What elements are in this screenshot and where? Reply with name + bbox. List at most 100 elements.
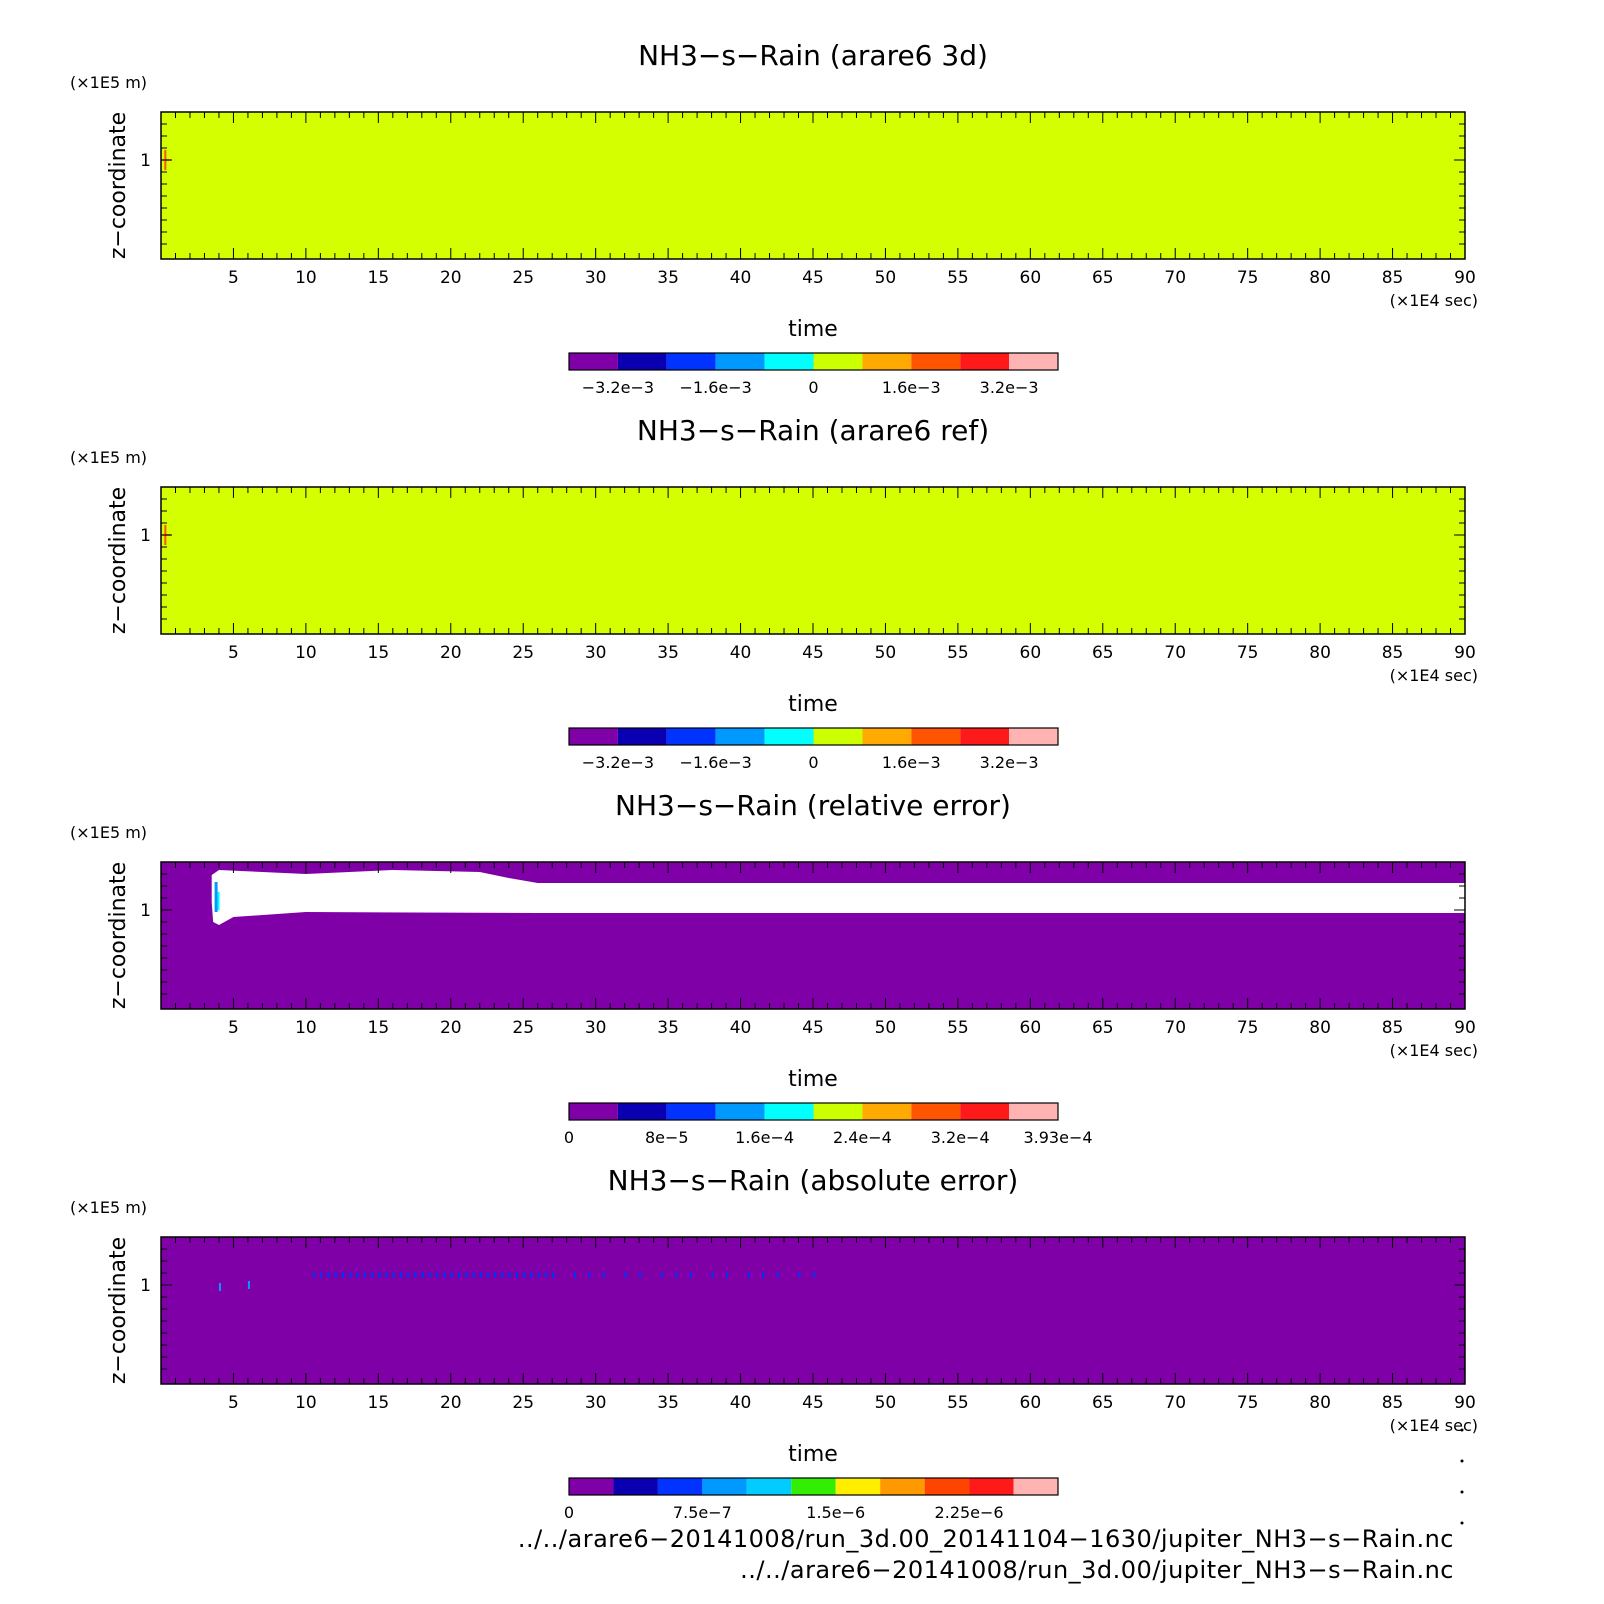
colorbar-swatch [791, 1478, 836, 1495]
colorbar-swatch [813, 1103, 863, 1120]
y-axis-label: z−coordinate [106, 487, 131, 634]
data-cell [776, 1272, 779, 1278]
data-cell [450, 1272, 453, 1278]
y-tick-label: 1 [140, 901, 151, 921]
x-tick-label: 5 [228, 643, 239, 663]
x-tick-label: 80 [1309, 1018, 1331, 1038]
colorbar-swatch [960, 728, 1010, 745]
data-cell [218, 1283, 221, 1291]
x-axis-label: time [788, 317, 838, 342]
colorbar-swatch [715, 1103, 765, 1120]
data-cell [494, 1272, 497, 1278]
x-tick-label: 40 [730, 1393, 752, 1413]
y-axis-label: z−coordinate [106, 112, 131, 259]
colorbar-swatch [715, 353, 765, 370]
marker-dot [1460, 1521, 1464, 1525]
colorbar-swatch [666, 728, 716, 745]
colorbar-swatch [657, 1478, 703, 1495]
y-tick-label: 1 [140, 526, 151, 546]
x-tick-label: 45 [802, 643, 824, 663]
x-tick-label: 35 [657, 1393, 679, 1413]
x-tick-label: 15 [368, 268, 390, 288]
data-cell [407, 1272, 410, 1278]
colorbar-label: 2.25e−6 [935, 1503, 1004, 1522]
x-tick-label: 50 [875, 643, 897, 663]
data-cell [429, 1272, 432, 1278]
x-tick-label: 35 [657, 1018, 679, 1038]
x-tick-label: 25 [512, 1018, 534, 1038]
x-tick-label: 75 [1237, 643, 1259, 663]
data-cell [465, 1272, 468, 1278]
colorbar-label: 3.2e−4 [931, 1128, 990, 1147]
marker-dot [1460, 1428, 1464, 1432]
colorbar-swatch [911, 353, 961, 370]
colorbar-label: 0 [564, 1128, 574, 1147]
data-cell [349, 1272, 352, 1278]
x-tick-label: 55 [947, 643, 969, 663]
data-cell [421, 1272, 424, 1278]
x-tick-label: 70 [1164, 1393, 1186, 1413]
colorbar-swatch [569, 1103, 618, 1120]
y-tick-label: 1 [140, 1276, 151, 1296]
colorbar-swatch [1009, 728, 1058, 745]
x-tick-label: 40 [730, 643, 752, 663]
x-tick-label: 75 [1237, 1018, 1259, 1038]
colorbar-swatch [960, 1103, 1010, 1120]
colorbar-swatch [617, 728, 667, 745]
panel-4: NH3−s−Rain (absolute error)(×1E5 m)5 10 15… [70, 1164, 1478, 1522]
data-cell [371, 1272, 374, 1278]
x-tick-label: 10 [295, 643, 317, 663]
x-tick-label: 70 [1164, 643, 1186, 663]
data-cell [508, 1272, 511, 1278]
x-tick-label: 5 [228, 1393, 239, 1413]
y-unit-label: (×1E5 m) [70, 1198, 147, 1217]
colorbar-swatch [880, 1478, 925, 1495]
y-axis-label: z−coordinate [106, 1237, 131, 1384]
colorbar-swatch [862, 353, 912, 370]
data-cell [689, 1272, 692, 1278]
data-cell [813, 1272, 815, 1278]
panel-2: NH3−s−Rain (arare6 ref)(×1E5 m)5 10 15 20 25… [70, 414, 1478, 772]
colorbar-swatch [617, 1103, 667, 1120]
x-tick-label: 85 [1382, 1393, 1404, 1413]
x-tick-label: 65 [1092, 268, 1114, 288]
colorbar-label: 8e−5 [645, 1128, 689, 1147]
colorbar-swatch [613, 1478, 658, 1495]
x-tick-label: 10 [295, 1393, 317, 1413]
x-tick-label: 25 [512, 1393, 534, 1413]
x-tick-label: 90 [1454, 268, 1476, 288]
colorbar-swatch [702, 1478, 747, 1495]
x-tick-label: 80 [1309, 268, 1331, 288]
colorbar-swatch [666, 353, 716, 370]
x-unit-label: (×1E4 sec) [1390, 666, 1478, 685]
data-cell [588, 1272, 591, 1278]
colorbar-label: 7.5e−7 [673, 1503, 732, 1522]
data-cell [217, 892, 220, 910]
colorbar-frame [568, 352, 1059, 371]
colorbar-swatch [969, 1478, 1014, 1495]
x-tick-label: 70 [1164, 268, 1186, 288]
data-cell [392, 1272, 395, 1278]
colorbar-swatch [1009, 353, 1058, 370]
data-cell [711, 1272, 714, 1278]
y-unit-label: (×1E5 m) [70, 823, 147, 842]
colorbar-label: 2.4e−4 [833, 1128, 892, 1147]
x-tick-label: 85 [1382, 268, 1404, 288]
x-tick-label: 90 [1454, 1393, 1476, 1413]
x-tick-label: 80 [1309, 1393, 1331, 1413]
colorbar-frame [568, 727, 1059, 746]
colorbar-label: −1.6e−3 [680, 753, 752, 772]
x-tick-label: 90 [1454, 1018, 1476, 1038]
x-tick-label: 60 [1020, 1393, 1042, 1413]
data-cell [639, 1272, 642, 1278]
colorbar-swatch [813, 728, 863, 745]
x-tick-label: 25 [512, 268, 534, 288]
x-tick-label: 65 [1092, 1018, 1114, 1038]
data-cell [458, 1272, 461, 1278]
footer-file-path-2: ../../arare6−20141008/run_3d.00/jupiter_… [740, 1556, 1454, 1584]
x-tick-label: 75 [1237, 268, 1259, 288]
data-cell [747, 1272, 750, 1278]
marker-dot [1460, 1459, 1464, 1463]
colorbar-label: −3.2e−3 [582, 753, 654, 772]
